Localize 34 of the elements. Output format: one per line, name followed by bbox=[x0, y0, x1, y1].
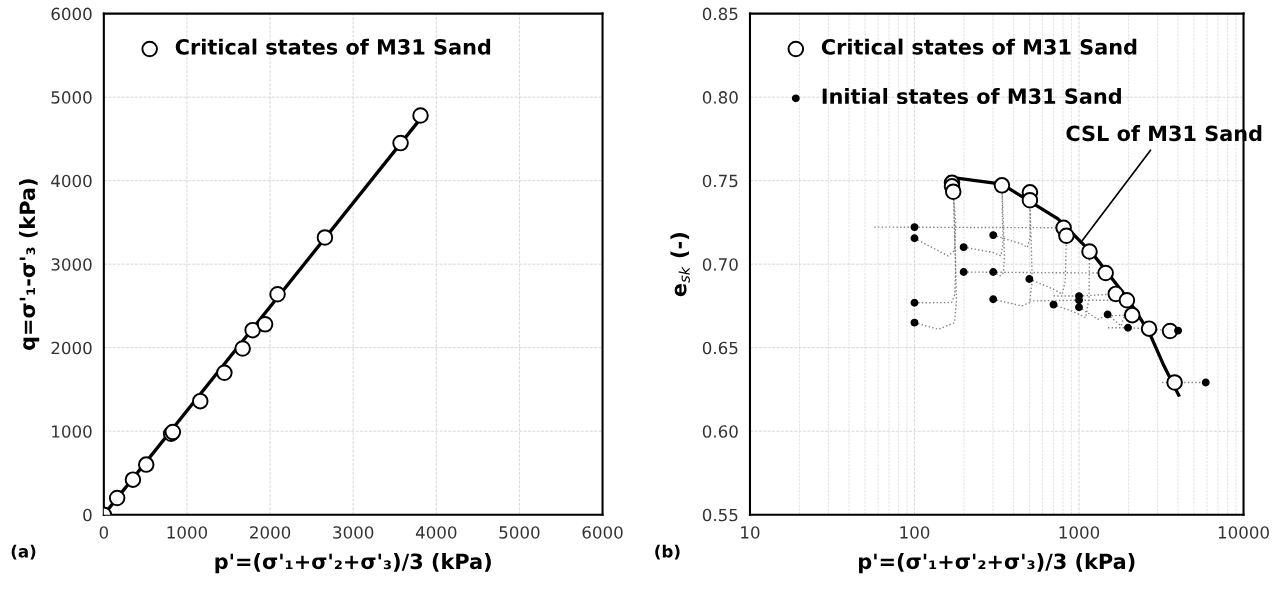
x-tick-label: 5000 bbox=[499, 526, 540, 539]
x-tick-label: 100 bbox=[900, 526, 930, 539]
y-tick-label: 0.55 bbox=[702, 508, 738, 522]
y-tick-label: 1000 bbox=[52, 425, 92, 438]
y-tick-label: 6000 bbox=[51, 7, 92, 21]
x-tick-label: 3000 bbox=[333, 526, 374, 539]
legend-label: Critical states of M31 Sand bbox=[175, 38, 491, 55]
y-tick-label: 5000 bbox=[51, 91, 92, 104]
x-tick-label: 1000 bbox=[1059, 526, 1100, 539]
y-tick-label: 0.80 bbox=[702, 91, 738, 104]
y-tick-label: 0 bbox=[83, 508, 92, 522]
y-axis-title: q=σ'₁-σ'₃ (kPa) bbox=[19, 179, 40, 350]
x-axis-title: p'=(σ'₁+σ'₂+σ'₃)/3 (kPa) bbox=[215, 553, 491, 574]
y-tick-label: 3000 bbox=[51, 258, 92, 271]
x-axis-title: p'=(σ'₁+σ'₂+σ'₃)/3 (kPa) bbox=[859, 553, 1135, 574]
x-tick-label: 1000 bbox=[167, 526, 208, 539]
legend-label: Critical states of M31 Sand bbox=[821, 38, 1137, 55]
x-tick-label: 2000 bbox=[250, 526, 291, 539]
y-tick-label: 2000 bbox=[51, 341, 92, 355]
y-tick-label: 4000 bbox=[51, 174, 92, 188]
legend-label: Initial states of M31 Sand bbox=[822, 87, 1121, 105]
y-axis-title: e$_{sk}$ (-) bbox=[670, 233, 690, 297]
y-tick-label: 0.70 bbox=[702, 258, 738, 271]
x-tick-label: 10 bbox=[741, 526, 760, 539]
x-tick-label: 0 bbox=[99, 526, 109, 539]
y-tick-label: 0.85 bbox=[702, 7, 738, 21]
text: (b) bbox=[655, 544, 680, 560]
y-tick-label: 0.60 bbox=[702, 425, 738, 438]
y-tick-label: 0.75 bbox=[702, 174, 738, 188]
x-tick-label: 10000 bbox=[1218, 526, 1269, 539]
x-tick-label: 6000 bbox=[582, 526, 623, 539]
x-tick-label: 4000 bbox=[415, 526, 457, 539]
y-tick-label: 0.65 bbox=[702, 341, 738, 355]
text: (a) bbox=[11, 544, 36, 560]
